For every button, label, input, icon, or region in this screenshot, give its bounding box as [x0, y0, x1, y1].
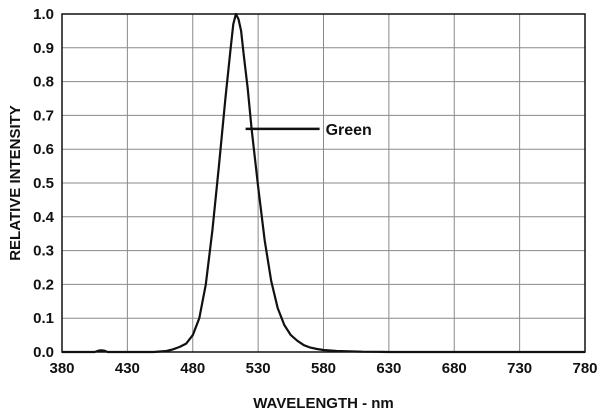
y-axis-ticks: 0.0 0.1 0.2 0.3 0.4 0.5 0.6 0.7 0.8 0.9 1.0: [33, 6, 55, 361]
y-tick-label: 0.8: [33, 74, 54, 91]
y-tick-label: 0.9: [33, 40, 54, 57]
y-tick-label: 0.4: [33, 209, 55, 226]
y-tick-label: 0.0: [33, 344, 54, 361]
x-axis-ticks: 380 430 480 530 580 630 680 730 780: [49, 360, 597, 377]
x-tick-label: 580: [311, 360, 336, 377]
x-tick-label: 630: [376, 360, 401, 377]
y-tick-label: 0.6: [33, 141, 54, 158]
annotation-label: Green: [326, 122, 372, 139]
x-tick-label: 380: [49, 360, 74, 377]
x-tick-label: 780: [572, 360, 597, 377]
y-tick-label: 0.7: [33, 107, 54, 124]
x-tick-label: 680: [442, 360, 467, 377]
x-axis-title: WAVELENGTH - nm: [253, 395, 394, 412]
y-tick-label: 1.0: [33, 6, 54, 23]
x-tick-label: 730: [507, 360, 532, 377]
y-tick-label: 0.1: [33, 310, 54, 327]
x-tick-label: 480: [180, 360, 205, 377]
y-tick-label: 0.2: [33, 276, 54, 293]
x-tick-label: 530: [246, 360, 271, 377]
annotation-layer: Green: [245, 122, 372, 139]
y-axis-title: RELATIVE INTENSITY: [7, 105, 24, 261]
y-tick-label: 0.3: [33, 243, 54, 260]
grid: [61, 13, 586, 353]
plot-frame: [61, 13, 586, 353]
x-tick-label: 430: [115, 360, 140, 377]
y-tick-label: 0.5: [33, 175, 54, 192]
